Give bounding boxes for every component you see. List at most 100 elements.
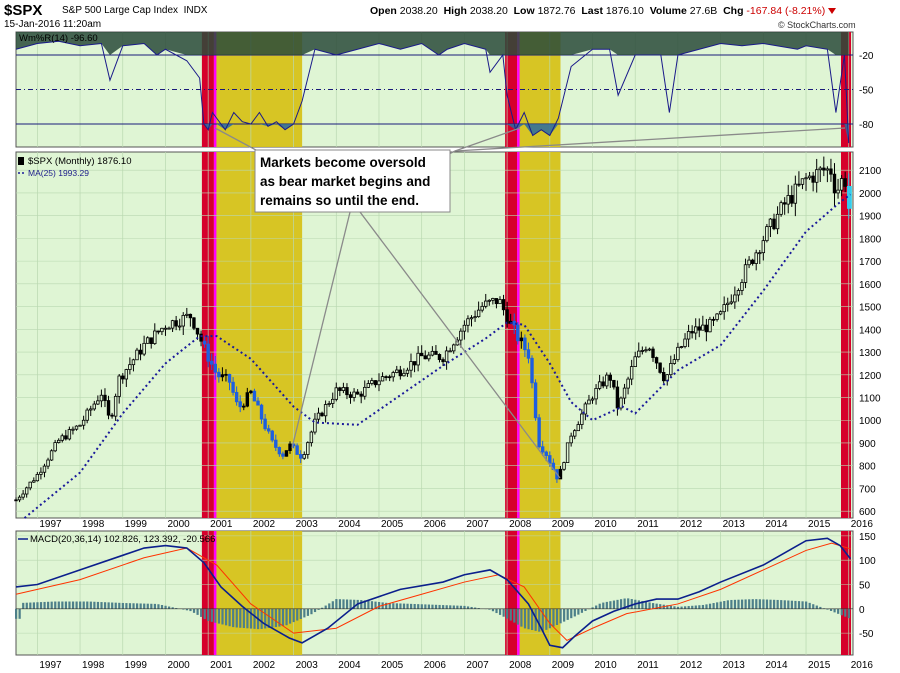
candle-body	[836, 189, 840, 194]
histogram-bar	[698, 605, 701, 609]
price-xtick-2011: 2011	[637, 519, 659, 530]
candle-body	[412, 361, 417, 366]
candle-body	[21, 493, 25, 498]
histogram-bar	[584, 608, 587, 611]
price-xtick-2002: 2002	[253, 519, 276, 530]
candle-body	[249, 390, 253, 394]
candle-body	[790, 195, 794, 204]
low-label: Low	[513, 5, 535, 17]
histogram-bar	[666, 605, 669, 609]
high-value: 2038.20	[469, 5, 508, 17]
candle-body	[605, 374, 609, 387]
candle-body	[822, 167, 826, 171]
candle-body	[775, 213, 780, 230]
histogram-bar	[410, 603, 413, 609]
candle-body	[220, 374, 225, 378]
candle-body	[768, 218, 773, 228]
histogram-bar	[132, 603, 135, 609]
candle-body	[608, 374, 612, 381]
candle-body	[259, 404, 264, 420]
histogram-bar	[345, 599, 349, 609]
candle-body	[530, 357, 534, 384]
histogram-bar	[214, 608, 217, 623]
candle-body	[156, 330, 161, 333]
histogram-bar	[50, 601, 53, 609]
candle-body	[487, 299, 492, 302]
histogram-bar	[313, 608, 317, 613]
histogram-bar	[815, 605, 818, 609]
macd-xtick-2014: 2014	[765, 660, 788, 671]
price-tick-1600: 1600	[859, 280, 882, 291]
histogram-bar	[118, 602, 121, 609]
candle-body	[149, 337, 153, 344]
candle-body	[743, 264, 748, 283]
candle-body	[320, 412, 324, 417]
candle-body	[39, 471, 43, 475]
candle-body	[804, 177, 808, 180]
histogram-bar	[772, 599, 776, 609]
histogram-bar	[278, 608, 281, 627]
histogram-bar	[189, 608, 192, 612]
histogram-bar	[691, 605, 694, 609]
histogram-bar	[673, 606, 676, 609]
annotation-pointer-recent	[454, 127, 846, 152]
candle-body	[615, 386, 620, 409]
candle-body	[163, 327, 168, 330]
candle-body	[252, 390, 257, 402]
histogram-bar	[192, 608, 196, 613]
candle-body	[142, 342, 146, 355]
candle-body	[295, 445, 299, 455]
candle-body	[519, 337, 524, 342]
candle-body	[49, 450, 54, 461]
price-xtick-1998: 1998	[82, 519, 105, 530]
macd-tick-150: 150	[859, 532, 876, 543]
histogram-bar	[153, 603, 156, 609]
candle-body	[359, 393, 363, 397]
price-tick-1300: 1300	[859, 348, 882, 359]
histogram-bar	[612, 600, 616, 609]
candle-body	[409, 361, 413, 371]
candle-body	[548, 455, 552, 464]
histogram-bar	[797, 601, 801, 609]
candle-body	[138, 349, 143, 355]
histogram-bar	[185, 608, 189, 611]
candle-body	[480, 305, 484, 311]
macd-tick--50: -50	[859, 629, 874, 640]
candle-body	[334, 387, 338, 400]
candle-body	[476, 309, 481, 318]
histogram-bar	[260, 608, 263, 629]
candle-body	[242, 405, 246, 408]
histogram-bar	[228, 608, 231, 627]
price-xtick-1997: 1997	[39, 519, 62, 530]
candle-body	[153, 330, 157, 344]
histogram-bar	[474, 607, 477, 609]
candle-body	[644, 349, 648, 352]
histogram-bar	[506, 608, 509, 619]
histogram-bar	[470, 606, 473, 609]
histogram-bar	[748, 599, 751, 609]
candle-body	[89, 408, 93, 411]
histogram-bar	[744, 599, 747, 609]
candle-body	[576, 424, 580, 432]
candle-body	[697, 326, 701, 331]
macd-xtick-2001: 2001	[210, 660, 233, 671]
candle-body	[85, 409, 89, 421]
quote-date: 15-Jan-2016 11:20am	[4, 19, 102, 30]
candle-body	[270, 430, 274, 441]
histogram-bar	[374, 601, 377, 609]
histogram-bar	[427, 604, 431, 609]
histogram-bar	[459, 605, 463, 609]
candle-body	[145, 337, 150, 344]
histogram-bar	[157, 604, 160, 609]
histogram-bar	[655, 603, 658, 609]
candle-body	[352, 391, 356, 398]
histogram-bar	[733, 599, 737, 609]
histogram-bar	[221, 608, 224, 625]
histogram-bar	[630, 599, 633, 609]
macd-xtick-2013: 2013	[723, 660, 746, 671]
candle-body	[484, 300, 488, 307]
histogram-bar	[570, 608, 573, 619]
histogram-bar	[531, 608, 534, 631]
histogram-bar	[602, 602, 605, 609]
macd-xtick-2016: 2016	[851, 660, 874, 671]
